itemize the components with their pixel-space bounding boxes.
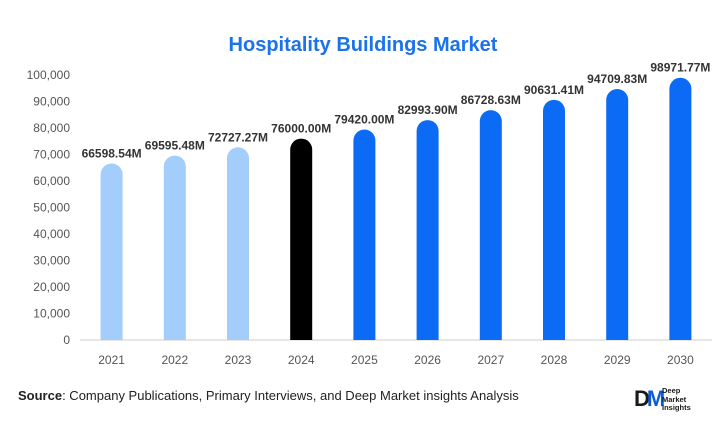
y-tick-label: 10,000 (33, 307, 70, 321)
y-tick-label: 40,000 (33, 227, 70, 241)
x-tick-label-2029: 2029 (604, 353, 631, 367)
y-tick-label: 50,000 (33, 201, 70, 215)
bar-2029 (606, 89, 629, 340)
y-tick-label: 70,000 (33, 148, 70, 162)
bar-2023 (227, 147, 249, 340)
data-label-2023: 72727.27M (208, 130, 268, 144)
data-label-2021: 66598.54M (82, 147, 142, 161)
bar-2022 (163, 155, 186, 340)
data-label-2027: 86728.63M (461, 93, 521, 107)
chart-title: Hospitality Buildings Market (228, 34, 498, 56)
bar-2026 (416, 120, 439, 340)
logo-mark-icon: DM (634, 386, 665, 411)
data-label-2026: 82993.90M (398, 103, 458, 117)
y-tick-label: 80,000 (33, 121, 70, 135)
logo-line-1: Deep (662, 386, 681, 395)
logo-mark-left: D (634, 386, 650, 411)
x-axis: 2021 2022 2023 2024 2025 2026 2027 2028 2029 2030 (98, 353, 694, 367)
source-text: : Company Publications, Primary Intervie… (62, 388, 519, 403)
y-tick-label: 90,000 (33, 95, 70, 109)
x-tick-label-2028: 2028 (541, 353, 568, 367)
y-tick-label: 0 (63, 333, 70, 347)
bar-2027 (479, 110, 502, 341)
bars-group (100, 77, 692, 341)
logo-line-3: Insights (662, 403, 691, 412)
data-label-2030: 98971.77M (650, 61, 710, 75)
bar-2021 (100, 163, 123, 340)
source-label: Source (18, 388, 63, 403)
bar-2030 (669, 77, 692, 340)
data-label-2025: 79420.00M (334, 113, 394, 127)
y-axis: 0 10,000 20,000 30,000 40,000 50,000 60,000 70,… (27, 68, 71, 347)
y-tick-label: 20,000 (33, 280, 70, 294)
company-logo: DM Deep Market Insights (634, 384, 726, 420)
source-note: Source: Company Publications, Primary In… (18, 388, 519, 403)
x-tick-label-2024: 2024 (288, 353, 315, 367)
y-tick-label: 60,000 (33, 174, 70, 188)
x-tick-label-2027: 2027 (477, 353, 504, 367)
logo-wordmark: Deep Market Insights (662, 386, 722, 413)
y-tick-label: 100,000 (27, 68, 71, 82)
x-tick-label-2026: 2026 (414, 353, 441, 367)
data-label-2028: 90631.41M (524, 83, 584, 97)
data-label-2024: 76000.00M (271, 122, 331, 136)
x-tick-label-2021: 2021 (98, 353, 125, 367)
data-label-2022: 69595.48M (145, 139, 205, 153)
data-label-2029: 94709.83M (587, 72, 647, 86)
x-tick-label-2023: 2023 (225, 353, 252, 367)
x-tick-label-2022: 2022 (161, 353, 188, 367)
bar-2024 (290, 138, 313, 340)
logo-line-2: Market (662, 394, 687, 404)
x-tick-label-2030: 2030 (667, 353, 694, 367)
bar-2025 (353, 129, 376, 340)
x-tick-label-2025: 2025 (351, 353, 378, 367)
bar-2028 (543, 99, 565, 340)
bar-chart: 0 10,000 20,000 30,000 40,000 50,000 60,000 70,… (27, 61, 712, 367)
logo-mark-right: M (646, 386, 665, 411)
data-labels-group: 66598.54M69595.48M72727.27M76000.00M7942… (82, 61, 711, 161)
y-tick-label: 30,000 (33, 254, 70, 268)
